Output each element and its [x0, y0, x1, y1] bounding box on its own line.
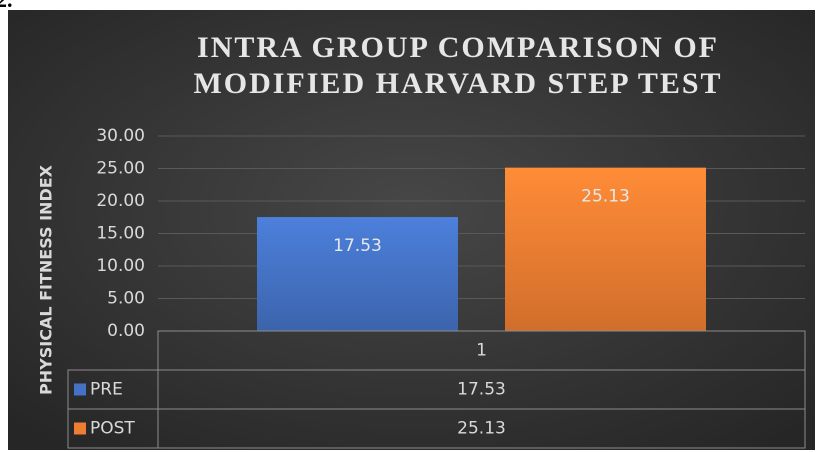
- y-tick-label: 15.00: [96, 224, 145, 244]
- y-tick-label: 10.00: [96, 256, 145, 276]
- figure-label: 2.: [0, 0, 13, 12]
- table-header: 1: [476, 341, 487, 361]
- y-tick-label: 25.00: [96, 159, 145, 179]
- legend-key: [74, 422, 86, 435]
- table-value: 17.53: [457, 380, 506, 400]
- chart-title: MODIFIED HARVARD STEP TEST: [193, 67, 722, 100]
- data-label: 25.13: [581, 187, 630, 207]
- y-axis-title: PHYSICAL FITNESS INDEX: [37, 164, 56, 395]
- chart-title: INTRA GROUP COMPARISON OF: [197, 31, 719, 64]
- legend-label: POST: [90, 419, 135, 439]
- bar: [505, 167, 706, 331]
- legend-key: [74, 383, 86, 396]
- table-value: 25.13: [457, 419, 506, 439]
- y-tick-label: 0.00: [107, 321, 145, 341]
- y-tick-label: 20.00: [96, 191, 145, 211]
- data-label: 17.53: [333, 236, 382, 256]
- y-tick-label: 5.00: [107, 289, 145, 309]
- legend-label: PRE: [90, 380, 123, 400]
- table-border: [157, 408, 806, 449]
- y-tick-label: 30.00: [96, 126, 145, 146]
- bar: [257, 217, 458, 331]
